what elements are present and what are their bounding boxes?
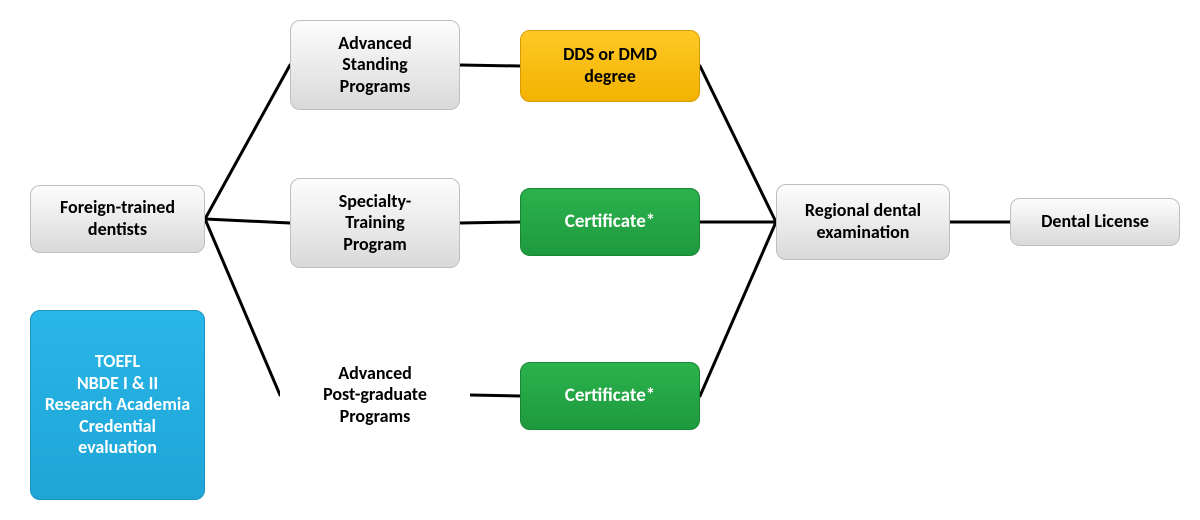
edge-cert2-to-regional xyxy=(700,222,776,396)
edge-foreign-to-stp xyxy=(205,219,290,223)
node-apg: Advanced Post-graduate Programs xyxy=(280,350,470,440)
edge-asp-to-dds xyxy=(460,65,520,66)
node-foreign: Foreign-trained dentists xyxy=(30,185,205,253)
node-regional: Regional dental examination xyxy=(776,184,950,260)
flowchart-canvas: Foreign-trained dentists TOEFL NBDE I & I… xyxy=(0,0,1200,520)
edge-apg-to-cert2 xyxy=(470,395,520,396)
edge-foreign-to-apg xyxy=(205,219,280,395)
node-dds: DDS or DMD degree xyxy=(520,30,700,102)
node-prereqs: TOEFL NBDE I & II Research Academia Cred… xyxy=(30,310,205,500)
node-asp: Advanced Standing Programs xyxy=(290,20,460,110)
edge-dds-to-regional xyxy=(700,66,776,222)
node-cert1: Certificate* xyxy=(520,188,700,256)
edge-foreign-to-asp xyxy=(205,65,290,219)
node-license: Dental License xyxy=(1010,198,1180,246)
node-cert2: Certificate* xyxy=(520,362,700,430)
edge-stp-to-cert1 xyxy=(460,222,520,223)
node-stp: Specialty- Training Program xyxy=(290,178,460,268)
